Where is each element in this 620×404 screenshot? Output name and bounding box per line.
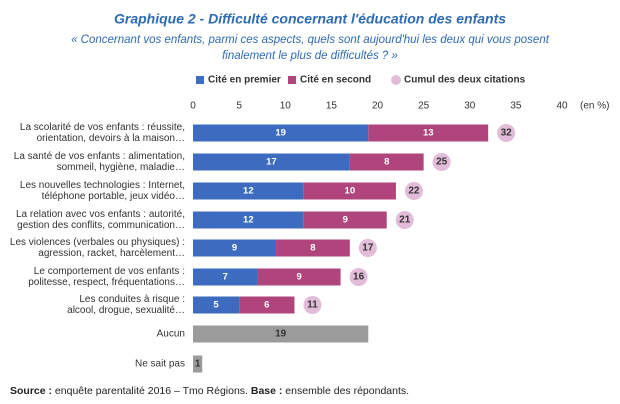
bar-segment [193, 296, 240, 314]
legend-swatch [196, 76, 204, 84]
category-label: Aucun [157, 329, 185, 340]
category-label: Le comportement de vos enfants : [34, 266, 185, 277]
bar-value: 17 [266, 157, 277, 168]
cumul-marker [404, 182, 423, 200]
x-tick-label: 5 [236, 101, 242, 112]
source-text: enquête parentalité 2016 – Tmo Régions. [52, 385, 251, 397]
legend-label: Cité en second [300, 75, 371, 86]
category-label: Les violences (verbales ou physiques) : [10, 237, 185, 248]
legend-label: Cité en premier [208, 75, 281, 86]
bar [193, 355, 203, 373]
category-label: Les conduites à risque : [79, 294, 185, 305]
x-tick-label: 25 [418, 101, 430, 112]
x-tick-label: 10 [280, 101, 292, 112]
cumul-label: 11 [307, 300, 318, 311]
chart-title: Graphique 2 - Difficulté concernant l'éd… [114, 11, 506, 27]
legend-label: Cumul des deux citations [404, 75, 526, 86]
bar-segment [193, 124, 369, 142]
bar-value: 10 [345, 186, 356, 197]
cumul-marker [432, 153, 451, 171]
bar-value: 8 [384, 157, 389, 168]
bar-segment [193, 268, 258, 286]
bar-value: 7 [223, 272, 228, 283]
base-label: Base : [251, 385, 283, 397]
category-label: sommeil, hygiène, maladie… [57, 162, 185, 173]
category-label: alcool, drogue, sexualité… [67, 305, 185, 316]
source-label: Source : [10, 385, 52, 397]
x-tick-label: 15 [326, 101, 338, 112]
subtitle: « Concernant vos enfants, parmi ces aspe… [71, 34, 550, 46]
cumul-label: 32 [501, 128, 513, 139]
bar-value: 1 [195, 359, 201, 370]
cumul-label: 22 [408, 186, 420, 197]
category-label: Ne sait pas [135, 359, 185, 370]
category-label: politesse, respect, fréquentations… [28, 277, 185, 288]
bar-segment [303, 182, 396, 200]
cumul-marker [349, 268, 368, 286]
legend-swatch [288, 76, 296, 84]
bar-segment [349, 153, 424, 171]
cumul-label: 17 [362, 243, 374, 254]
bar-segment [239, 296, 295, 314]
legend-swatch [391, 75, 401, 85]
bar-value: 19 [275, 329, 287, 340]
bar-segment [193, 153, 350, 171]
bar-value: 12 [243, 186, 254, 197]
bar-segment [193, 211, 304, 229]
category-label: téléphone portable, jeux vidéo… [42, 191, 185, 202]
bar-segment [193, 182, 304, 200]
source: Source : enquête parentalité 2016 – Tmo … [10, 385, 409, 397]
category-label: La scolarité de vos enfants : réussite, [20, 122, 185, 133]
bar-segment [257, 268, 341, 286]
cumul-label: 16 [353, 272, 365, 283]
category-label: La santé de vos enfants : alimentation, [14, 151, 185, 162]
x-tick-label: 20 [372, 101, 384, 112]
subtitle: finalement le plus de difficultés ? » [222, 50, 398, 62]
bar-value: 9 [232, 243, 237, 254]
bar-segment [276, 239, 350, 257]
x-tick-label: 40 [556, 101, 568, 112]
bar-value: 8 [310, 243, 315, 254]
bar [193, 325, 369, 343]
base-text: ensemble des répondants. [282, 385, 409, 397]
category-label: La relation avec vos enfants : autorité, [16, 209, 185, 220]
bar-value: 19 [275, 128, 286, 139]
bar-value: 12 [243, 215, 254, 226]
x-tick-label: 35 [510, 101, 522, 112]
x-tick-label: 0 [190, 101, 196, 112]
bar-value: 6 [264, 300, 269, 311]
x-tick-label: 30 [464, 101, 476, 112]
axis-unit: (en %) [580, 101, 609, 112]
bar-segment [368, 124, 489, 142]
bar-segment [193, 239, 277, 257]
bar-segment [303, 211, 387, 229]
bar-value: 9 [343, 215, 348, 226]
category-label: agression, racket, harcèlement… [38, 248, 185, 259]
cumul-marker [358, 239, 377, 257]
cumul-marker [497, 124, 516, 142]
bar-value: 5 [213, 300, 219, 311]
bar-value: 9 [296, 272, 301, 283]
category-label: orientation, devoirs à la maison… [37, 133, 185, 144]
cumul-label: 21 [399, 215, 411, 226]
cumul-marker [395, 211, 414, 229]
category-label: gestion des conflits, communication… [17, 220, 185, 231]
bar-value: 13 [423, 128, 434, 139]
category-label: Les nouvelles technologies : Internet, [20, 180, 185, 191]
cumul-label: 25 [436, 157, 448, 168]
cumul-marker [303, 296, 322, 314]
